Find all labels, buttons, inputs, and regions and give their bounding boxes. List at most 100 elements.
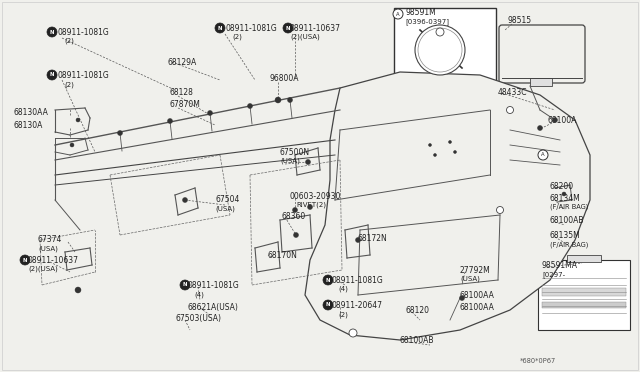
Circle shape — [323, 275, 333, 285]
Text: 68621A(USA): 68621A(USA) — [188, 303, 239, 312]
Text: 48433C: 48433C — [498, 88, 527, 97]
Text: 68130A: 68130A — [14, 121, 44, 130]
Circle shape — [294, 232, 298, 237]
Text: 68120: 68120 — [405, 306, 429, 315]
Circle shape — [215, 23, 225, 33]
Text: [0297-: [0297- — [542, 271, 565, 278]
Text: 68100A: 68100A — [548, 116, 577, 125]
Bar — [530, 78, 552, 86]
Circle shape — [275, 97, 281, 103]
Text: 67500N: 67500N — [280, 148, 310, 157]
FancyBboxPatch shape — [499, 25, 585, 83]
Bar — [538, 260, 630, 330]
Text: 68135M: 68135M — [550, 231, 580, 240]
Circle shape — [76, 118, 80, 122]
Circle shape — [538, 150, 548, 160]
Text: 68130AA: 68130AA — [14, 108, 49, 117]
Text: (F/AIR BAG): (F/AIR BAG) — [550, 241, 588, 247]
Circle shape — [283, 23, 293, 33]
Bar — [542, 302, 626, 308]
Text: N: N — [326, 278, 330, 282]
Text: 68360: 68360 — [282, 212, 307, 221]
Text: N: N — [23, 257, 28, 263]
Circle shape — [307, 205, 312, 209]
Circle shape — [323, 300, 333, 310]
Text: 68170N: 68170N — [268, 251, 298, 260]
Text: A: A — [396, 12, 400, 16]
Circle shape — [506, 106, 513, 113]
Text: N: N — [326, 302, 330, 308]
Text: (2): (2) — [64, 81, 74, 87]
Circle shape — [393, 9, 403, 19]
Circle shape — [182, 198, 188, 202]
Text: [0396-0397]: [0396-0397] — [405, 18, 449, 25]
Circle shape — [75, 287, 81, 293]
Text: 08911-1081G: 08911-1081G — [58, 28, 109, 37]
Text: *680*0P67: *680*0P67 — [520, 358, 556, 364]
Text: 68172N: 68172N — [358, 234, 388, 243]
Text: 67870M: 67870M — [170, 100, 201, 109]
Circle shape — [538, 125, 543, 131]
Circle shape — [418, 28, 462, 72]
Text: 67374: 67374 — [38, 235, 62, 244]
Text: (4): (4) — [338, 286, 348, 292]
Circle shape — [552, 118, 557, 122]
Text: 98591M: 98591M — [405, 8, 436, 17]
Text: 08911-1081G: 08911-1081G — [188, 281, 240, 290]
Circle shape — [497, 206, 504, 214]
Text: N: N — [50, 29, 54, 35]
Text: 68129A: 68129A — [168, 58, 197, 67]
Polygon shape — [305, 72, 590, 340]
Circle shape — [20, 255, 30, 265]
Text: 96800A: 96800A — [270, 74, 300, 83]
Text: 68200: 68200 — [550, 182, 574, 191]
Circle shape — [355, 237, 360, 243]
Text: 68134M: 68134M — [550, 194, 580, 203]
Text: 68100AB: 68100AB — [550, 216, 584, 225]
Circle shape — [349, 329, 357, 337]
Text: A: A — [541, 153, 545, 157]
Circle shape — [118, 131, 122, 135]
Circle shape — [460, 295, 465, 301]
Text: RIVET(2): RIVET(2) — [296, 202, 326, 208]
Bar — [394, 8, 496, 83]
Text: (2): (2) — [338, 311, 348, 317]
Circle shape — [248, 103, 253, 109]
Text: 27792M: 27792M — [460, 266, 491, 275]
Text: (USA): (USA) — [38, 245, 58, 251]
Bar — [567, 255, 601, 262]
Text: (USA): (USA) — [280, 158, 300, 164]
Text: 67504: 67504 — [215, 195, 239, 204]
Text: 68100AB: 68100AB — [400, 336, 435, 345]
Text: 68100AA: 68100AA — [460, 291, 495, 300]
Text: 68128: 68128 — [170, 88, 194, 97]
Text: (2)(USA): (2)(USA) — [290, 34, 320, 41]
Text: 68100AA: 68100AA — [460, 303, 495, 312]
Text: 08911-1081G: 08911-1081G — [226, 24, 278, 33]
Text: 98515: 98515 — [508, 16, 532, 25]
Text: 98591MA: 98591MA — [542, 261, 578, 270]
Circle shape — [433, 154, 436, 157]
Text: 08911-1081G: 08911-1081G — [332, 276, 384, 285]
Circle shape — [180, 280, 190, 290]
Text: 08911-1081G: 08911-1081G — [58, 71, 109, 80]
Circle shape — [449, 141, 451, 144]
Text: 67503(USA): 67503(USA) — [176, 314, 222, 323]
Circle shape — [454, 151, 456, 154]
Text: N: N — [285, 26, 291, 31]
Circle shape — [562, 192, 566, 196]
Text: 00603-20930: 00603-20930 — [290, 192, 341, 201]
Circle shape — [305, 160, 310, 164]
Circle shape — [168, 119, 173, 124]
Text: (4): (4) — [194, 291, 204, 298]
Text: (2)(USA): (2)(USA) — [28, 266, 58, 273]
Circle shape — [287, 97, 292, 103]
Text: N: N — [183, 282, 188, 288]
Text: (USA): (USA) — [460, 276, 480, 282]
Text: (2): (2) — [64, 38, 74, 45]
Circle shape — [70, 143, 74, 147]
Text: N: N — [50, 73, 54, 77]
Circle shape — [415, 25, 465, 75]
Circle shape — [47, 70, 57, 80]
Bar — [542, 288, 626, 296]
